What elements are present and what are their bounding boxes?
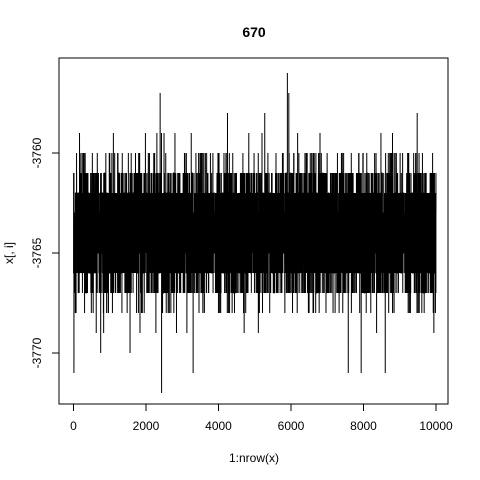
x-tick-label: 0 xyxy=(70,419,77,433)
series-line xyxy=(73,72,437,394)
y-tick-label: -3765 xyxy=(30,237,44,268)
y-axis-label: x[, i] xyxy=(2,242,16,264)
x-tick-label: 4000 xyxy=(205,419,232,433)
x-axis: 0 2000 4000 6000 8000 10000 xyxy=(70,403,453,433)
x-tick-label: 2000 xyxy=(133,419,160,433)
x-axis-label: 1:nrow(x) xyxy=(229,451,279,465)
y-tick-label: -3770 xyxy=(30,337,44,368)
x-tick-label: 10000 xyxy=(419,419,453,433)
series-trace xyxy=(73,72,437,394)
x-tick-label: 6000 xyxy=(278,419,305,433)
y-axis: -3770 -3765 -3760 xyxy=(30,137,60,368)
y-tick-label: -3760 xyxy=(30,137,44,168)
chart-title: 670 xyxy=(242,24,266,40)
x-tick-label: 8000 xyxy=(350,419,377,433)
